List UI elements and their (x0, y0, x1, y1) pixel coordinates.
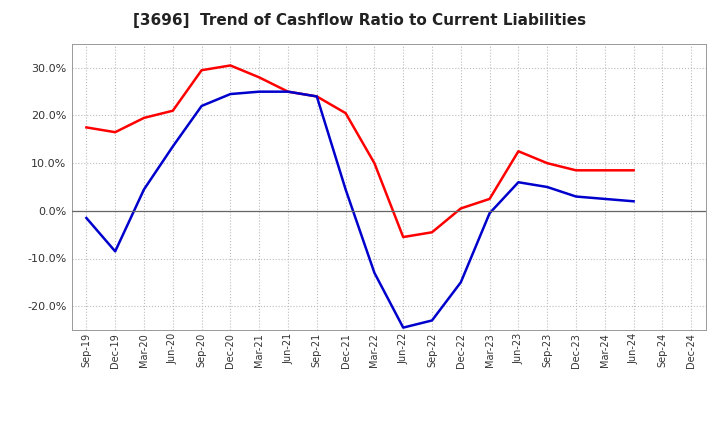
Operating CF to Current Liabilities (600, 168, 609, 173)
Free CF to Current Liabilities (111, 249, 120, 254)
Line: Operating CF to Current Liabilities: Operating CF to Current Liabilities (86, 66, 634, 237)
Operating CF to Current Liabilities (456, 206, 465, 211)
Free CF to Current Liabilities (370, 270, 379, 275)
Operating CF to Current Liabilities (284, 89, 292, 94)
Line: Free CF to Current Liabilities: Free CF to Current Liabilities (86, 92, 634, 328)
Operating CF to Current Liabilities (428, 230, 436, 235)
Free CF to Current Liabilities (456, 280, 465, 285)
Operating CF to Current Liabilities (572, 168, 580, 173)
Operating CF to Current Liabilities (399, 235, 408, 240)
Operating CF to Current Liabilities (111, 129, 120, 135)
Free CF to Current Liabilities (543, 184, 552, 190)
Operating CF to Current Liabilities (370, 161, 379, 166)
Free CF to Current Liabilities (255, 89, 264, 94)
Operating CF to Current Liabilities (629, 168, 638, 173)
Operating CF to Current Liabilities (168, 108, 177, 114)
Free CF to Current Liabilities (82, 215, 91, 220)
Operating CF to Current Liabilities (341, 110, 350, 116)
Operating CF to Current Liabilities (485, 196, 494, 202)
Free CF to Current Liabilities (399, 325, 408, 330)
Operating CF to Current Liabilities (514, 149, 523, 154)
Free CF to Current Liabilities (600, 196, 609, 202)
Free CF to Current Liabilities (312, 94, 321, 99)
Operating CF to Current Liabilities (255, 75, 264, 80)
Free CF to Current Liabilities (226, 92, 235, 97)
Free CF to Current Liabilities (629, 198, 638, 204)
Free CF to Current Liabilities (341, 187, 350, 192)
Operating CF to Current Liabilities (82, 125, 91, 130)
Free CF to Current Liabilities (140, 187, 148, 192)
Free CF to Current Liabilities (284, 89, 292, 94)
Free CF to Current Liabilities (572, 194, 580, 199)
Text: [3696]  Trend of Cashflow Ratio to Current Liabilities: [3696] Trend of Cashflow Ratio to Curren… (133, 13, 587, 28)
Operating CF to Current Liabilities (197, 68, 206, 73)
Free CF to Current Liabilities (197, 103, 206, 109)
Free CF to Current Liabilities (485, 211, 494, 216)
Free CF to Current Liabilities (168, 144, 177, 149)
Free CF to Current Liabilities (428, 318, 436, 323)
Operating CF to Current Liabilities (140, 115, 148, 121)
Operating CF to Current Liabilities (543, 161, 552, 166)
Operating CF to Current Liabilities (226, 63, 235, 68)
Operating CF to Current Liabilities (312, 94, 321, 99)
Free CF to Current Liabilities (514, 180, 523, 185)
